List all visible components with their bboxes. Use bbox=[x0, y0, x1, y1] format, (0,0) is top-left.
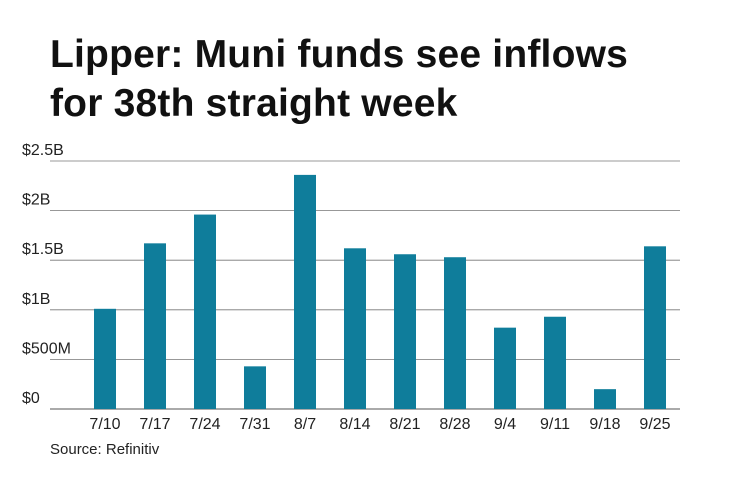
x-tick-label: 7/10 bbox=[89, 416, 120, 433]
bar bbox=[194, 214, 216, 409]
bar bbox=[344, 248, 366, 409]
x-tick-label: 9/11 bbox=[540, 416, 570, 433]
chart-title-line-1: Lipper: Muni funds see inflows bbox=[50, 33, 629, 76]
y-tick-label: $2.5B bbox=[22, 142, 64, 159]
x-tick-label: 8/7 bbox=[294, 416, 316, 433]
bar bbox=[294, 174, 316, 409]
x-tick-label: 9/18 bbox=[589, 416, 620, 433]
x-tick-label: 8/21 bbox=[389, 416, 420, 433]
x-tick-label: 8/14 bbox=[339, 416, 370, 433]
bar bbox=[94, 308, 116, 409]
source-note: Source: Refinitiv bbox=[50, 441, 160, 458]
y-tick-label: $1B bbox=[22, 291, 50, 308]
bar bbox=[394, 254, 416, 409]
bar bbox=[544, 316, 566, 409]
chart-title-line-2: for 38th straight week bbox=[50, 82, 458, 125]
y-tick-label: $2B bbox=[22, 192, 50, 209]
y-tick-label: $500M bbox=[22, 340, 71, 357]
x-tick-label: 9/25 bbox=[639, 416, 670, 433]
bar bbox=[444, 257, 466, 409]
bar bbox=[594, 389, 616, 409]
bar bbox=[644, 246, 666, 409]
x-tick-label: 8/28 bbox=[439, 416, 470, 433]
bar bbox=[494, 327, 516, 409]
chart-title: Lipper: Muni funds see inflows for 38th … bbox=[50, 30, 710, 128]
bar bbox=[244, 366, 266, 409]
y-tick-label: $0 bbox=[22, 390, 40, 407]
x-tick-label: 7/24 bbox=[189, 416, 220, 433]
x-tick-label: 7/31 bbox=[239, 416, 270, 433]
x-tick-label: 7/17 bbox=[139, 416, 170, 433]
x-tick-label: 9/4 bbox=[494, 416, 516, 433]
y-tick-label: $1.5B bbox=[22, 241, 64, 258]
bar bbox=[144, 243, 166, 409]
